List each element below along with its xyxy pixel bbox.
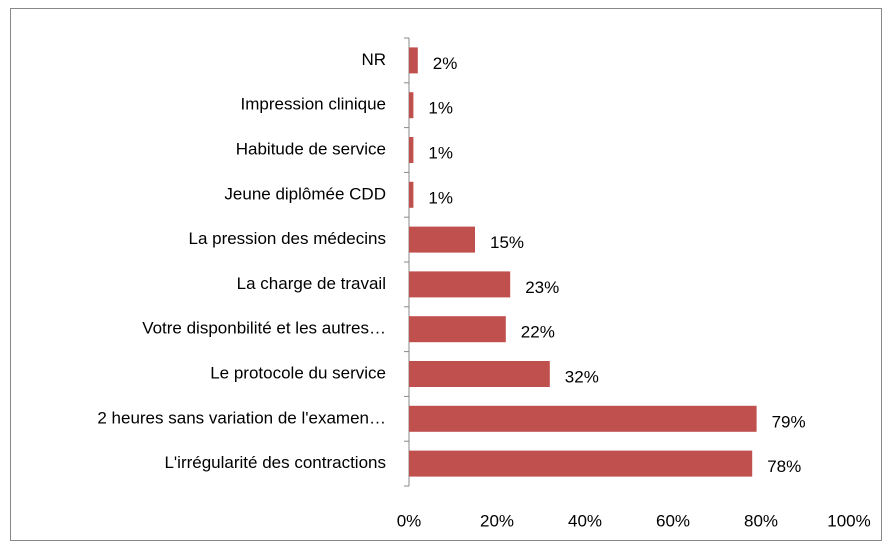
bar (409, 92, 414, 119)
y-tick-label: Le protocole du service (210, 363, 386, 382)
bar (409, 226, 475, 253)
value-label: 1% (428, 143, 453, 162)
bar (409, 47, 418, 74)
y-tick-label: Jeune diplômée CDD (224, 184, 386, 203)
y-tick-label: La charge de travail (237, 274, 386, 293)
y-tick-label: La pression des médecins (188, 229, 386, 248)
y-tick-label: Impression clinique (240, 95, 386, 114)
value-label: 2% (433, 54, 458, 73)
bar (409, 137, 414, 163)
value-label: 23% (525, 278, 559, 297)
value-label: 15% (490, 233, 524, 252)
bar (409, 361, 550, 387)
value-label: 32% (565, 367, 599, 386)
y-tick-label: L'irrégularité des contractions (164, 453, 386, 472)
bar (409, 316, 506, 343)
y-tick-label: 2 heures sans variation de l'examen… (97, 408, 386, 427)
x-tick-label: 20% (480, 511, 514, 530)
value-label: 22% (521, 323, 555, 342)
bar (409, 405, 757, 432)
value-label: 79% (772, 412, 806, 431)
value-label: 78% (767, 457, 801, 476)
y-tick-label: NR (361, 50, 386, 69)
x-tick-label: 80% (744, 511, 778, 530)
y-tick-label: Votre disponbilité et les autres… (142, 319, 386, 338)
x-tick-label: 40% (568, 511, 602, 530)
x-tick-label: 0% (397, 511, 422, 530)
value-label: 1% (428, 188, 453, 207)
x-tick-label: 60% (656, 511, 690, 530)
value-label: 1% (428, 99, 453, 118)
bar (409, 450, 753, 477)
x-tick-label: 100% (827, 511, 870, 530)
bar (409, 271, 511, 298)
bar (409, 181, 414, 208)
y-tick-label: Habitude de service (236, 139, 386, 158)
